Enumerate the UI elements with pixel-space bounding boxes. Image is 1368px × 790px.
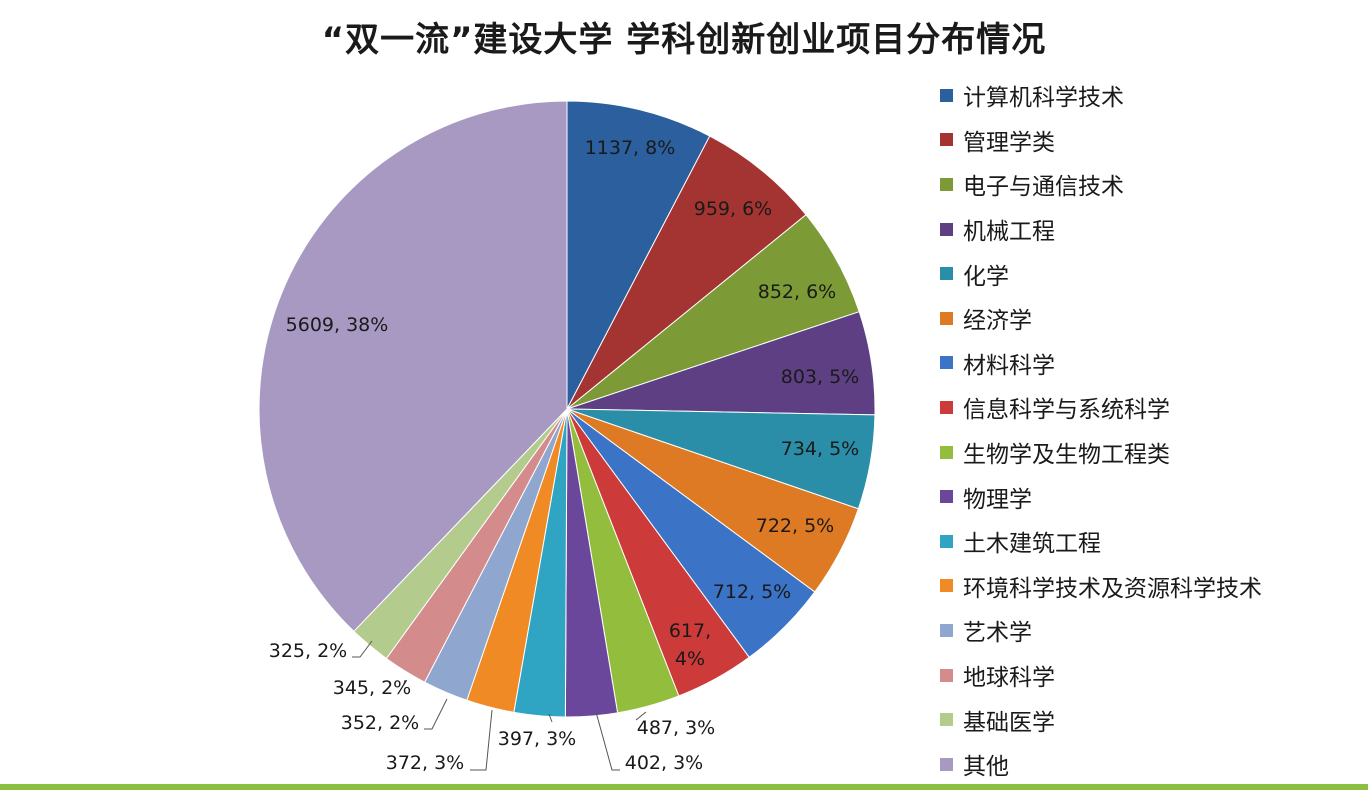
data-label: 5609, 38% — [286, 314, 389, 336]
legend-label: 基础医学 — [963, 709, 1055, 736]
legend: 计算机科学技术 管理学类电子与通信技术 机械工程化学经济学材料科学信息科学与系统科学… — [940, 73, 1262, 787]
label-leader-line — [595, 711, 620, 771]
legend-item: 其他 — [940, 742, 1262, 787]
pie-slice — [566, 100, 711, 410]
data-label: 325, 2% — [269, 640, 348, 662]
legend-label: 地球科学 — [963, 665, 1055, 692]
data-label: 734, 5% — [781, 438, 860, 460]
chart-title: “双一流”建设大学 学科创新创业项目分布情况 — [321, 20, 1047, 60]
legend-item: 电子与通信技术 — [940, 162, 1262, 207]
legend-swatch — [940, 88, 953, 102]
label-leader-line — [470, 709, 493, 771]
data-label: 372, 3% — [386, 752, 465, 774]
data-label: 803, 5% — [781, 366, 860, 388]
legend-label: 土木建筑工程 — [963, 531, 1101, 558]
legend-swatch — [940, 623, 953, 637]
legend-label: 机械工程 — [963, 219, 1055, 246]
legend-label: 物理学 — [963, 486, 1032, 513]
data-label: 712, 5% — [713, 581, 792, 603]
legend-label: 信息科学与系统科学 — [963, 397, 1170, 424]
pie-slice — [258, 100, 568, 633]
data-label: 345, 2% — [333, 677, 412, 699]
data-label: 352, 2% — [341, 712, 420, 734]
legend-item: 机械工程 — [940, 207, 1262, 252]
label-leader-line — [352, 640, 373, 658]
label-leader-line — [403, 679, 406, 685]
legend-item: 计算机科学技术 — [940, 73, 1262, 118]
data-label: 852, 6% — [758, 281, 837, 303]
data-label: 402, 3% — [625, 752, 704, 774]
legend-item: 基础医学 — [940, 697, 1262, 742]
legend-swatch — [940, 267, 953, 281]
legend-item: 物理学 — [940, 474, 1262, 519]
legend-item: 管理学类 — [940, 118, 1262, 163]
legend-item: 艺术学 — [940, 608, 1262, 653]
legend-swatch — [940, 757, 953, 771]
legend-swatch — [940, 400, 953, 414]
legend-swatch — [940, 445, 953, 459]
legend-label: 化学 — [963, 263, 1009, 290]
bottom-accent-bar — [0, 784, 1368, 790]
label-leader-line — [424, 698, 448, 730]
legend-label: 计算机科学技术 — [963, 85, 1124, 112]
legend-label: 材料科学 — [963, 352, 1055, 379]
legend-swatch — [940, 177, 953, 191]
legend-item: 信息科学与系统科学 — [940, 385, 1262, 430]
legend-label: 生物学及生物工程类 — [963, 442, 1170, 469]
legend-label: 电子与通信技术 — [963, 174, 1124, 201]
legend-swatch — [940, 133, 953, 147]
pie-slice — [566, 135, 807, 410]
legend-swatch — [940, 490, 953, 504]
legend-item: 土木建筑工程 — [940, 519, 1262, 564]
legend-swatch — [940, 668, 953, 682]
legend-item: 环境科学技术及资源科学技术 — [940, 564, 1262, 609]
legend-item: 生物学及生物工程类 — [940, 430, 1262, 475]
legend-swatch — [940, 534, 953, 548]
legend-label: 管理学类 — [963, 129, 1055, 156]
data-label: 617, 4% — [669, 620, 711, 670]
legend-label: 艺术学 — [963, 620, 1032, 647]
legend-item: 材料科学 — [940, 341, 1262, 386]
data-label: 487, 3% — [637, 717, 716, 739]
label-leader-line — [548, 713, 553, 723]
legend-swatch — [940, 579, 953, 593]
legend-item: 地球科学 — [940, 653, 1262, 698]
legend-swatch — [940, 713, 953, 727]
data-label: 1137, 8% — [585, 137, 676, 159]
legend-label: 环境科学技术及资源科学技术 — [963, 575, 1262, 602]
legend-label: 其他 — [963, 754, 1009, 781]
legend-swatch — [940, 311, 953, 325]
data-label: 959, 6% — [694, 198, 773, 220]
data-label: 722, 5% — [756, 515, 835, 537]
legend-item: 化学 — [940, 251, 1262, 296]
legend-swatch — [940, 222, 953, 236]
legend-item: 经济学 — [940, 296, 1262, 341]
legend-swatch — [940, 356, 953, 370]
data-label: 397, 3% — [498, 728, 577, 750]
label-leader-line — [635, 711, 647, 721]
legend-label: 经济学 — [963, 308, 1032, 335]
